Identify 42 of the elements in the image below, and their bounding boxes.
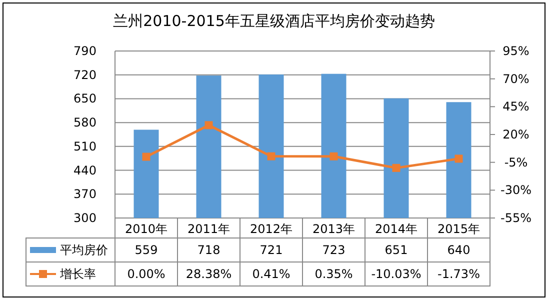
x-tick-label: 2015年 — [437, 222, 480, 236]
x-tick-label: 2010年 — [124, 222, 168, 236]
x-tick-label: 2011年 — [187, 222, 230, 236]
y2-tick-label: -55% — [500, 211, 532, 225]
y-tick-label: 440 — [74, 163, 96, 178]
data-label: 640 — [447, 243, 470, 257]
y2-tick-label: 95% — [502, 44, 530, 58]
y-tick-label: 510 — [74, 139, 96, 154]
point — [454, 154, 463, 163]
point — [142, 152, 150, 161]
point — [204, 121, 213, 130]
data-label: -1.73% — [438, 267, 480, 281]
data-label: 0.41% — [252, 267, 290, 281]
x-tick-label: 2014年 — [374, 222, 418, 236]
y2-tick-label: 20% — [502, 128, 530, 142]
data-label: 718 — [197, 243, 220, 257]
data-label: 651 — [384, 243, 408, 257]
data-label: 721 — [260, 243, 283, 257]
y-tick-label: 790 — [74, 44, 96, 58]
y2-tick-label: -30% — [500, 183, 532, 198]
y-tick-label: 650 — [74, 92, 96, 106]
y-tick-label: 300 — [74, 211, 96, 225]
y-tick-label: 580 — [74, 116, 96, 130]
legend-label: 增长率 — [59, 267, 96, 281]
x-tick-label: 2013年 — [312, 222, 356, 236]
data-label: -10.03% — [371, 267, 422, 281]
y2-tick-label: 70% — [502, 72, 530, 86]
point — [330, 152, 338, 160]
x-tick-label: 2012年 — [250, 222, 293, 236]
y2-tick-label: -5% — [504, 155, 528, 170]
legend-label: 平均房价 — [60, 243, 108, 257]
data-label: 28.38% — [186, 267, 232, 281]
data-label: 0.00% — [127, 267, 166, 281]
point — [392, 164, 400, 172]
data-label: 559 — [134, 243, 158, 257]
data-label: 0.35% — [314, 267, 353, 281]
data-label: 723 — [322, 243, 346, 257]
chart-title: 兰州2010-2015年五星级酒店平均房价变动趋势 — [113, 12, 435, 30]
point — [267, 152, 276, 160]
y-tick-label: 370 — [74, 187, 96, 202]
y2-tick-label: 45% — [502, 100, 530, 114]
y-tick-label: 720 — [74, 68, 96, 82]
